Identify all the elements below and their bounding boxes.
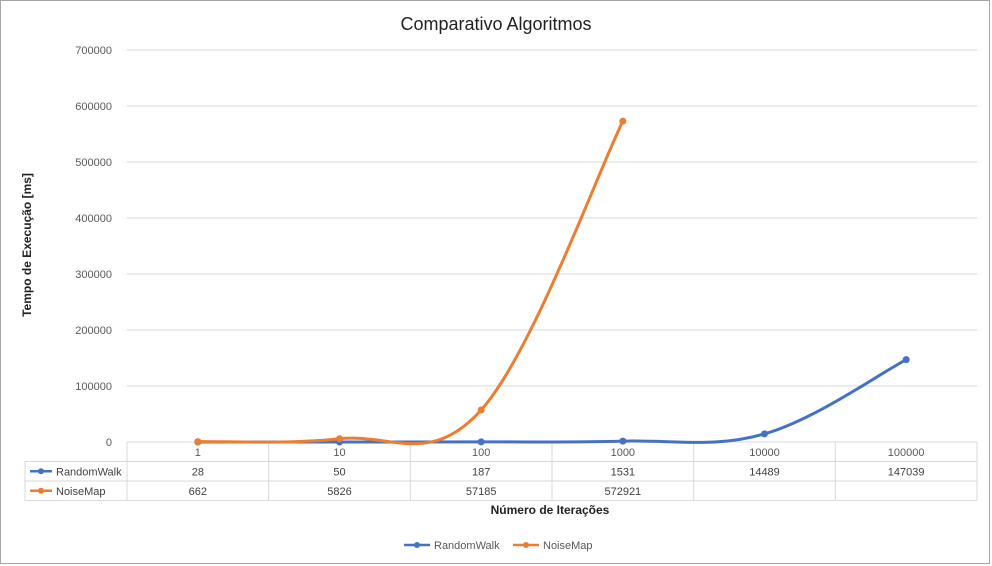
y-tick-label: 400000	[75, 213, 112, 225]
y-axis-ticks: 0 100000 200000 300000 400000 500000 600000 700…	[75, 45, 112, 449]
x-category-label: 10	[333, 447, 345, 459]
data-point-noisemap	[194, 438, 202, 446]
chart-title: Comparativo Algoritmos	[400, 14, 591, 34]
data-point-randomwalk	[477, 438, 485, 446]
data-point-noisemap	[619, 117, 627, 125]
y-tick-label: 200000	[75, 325, 112, 337]
data-point-noisemap	[336, 435, 343, 443]
table-cell: 572921	[604, 486, 641, 498]
table-series-name: RandomWalk	[56, 466, 122, 478]
data-point-randomwalk	[761, 430, 768, 438]
data-point-noisemap	[477, 406, 485, 414]
x-category-label: 100	[472, 447, 490, 459]
table-cell: 57185	[466, 486, 497, 498]
y-tick-label: 700000	[75, 45, 112, 57]
legend: RandomWalk NoiseMap	[404, 540, 593, 552]
legend-key-marker	[523, 542, 529, 548]
grid	[127, 49, 977, 443]
series-line-noisemap	[197, 120, 625, 446]
data-point-randomwalk	[902, 356, 910, 364]
legend-label: NoiseMap	[543, 540, 593, 552]
y-tick-label: 100000	[75, 381, 112, 393]
legend-label: RandomWalk	[434, 540, 500, 552]
table-series-name: NoiseMap	[56, 486, 106, 498]
x-category-label: 1	[195, 447, 201, 459]
y-tick-label: 0	[106, 437, 112, 449]
table-cell: 187	[472, 466, 490, 478]
table-cell: 5826	[327, 486, 351, 498]
table-cell: 28	[192, 466, 204, 478]
data-table: 1 10 100 1000 10000 100000 RandomWalk 28 50 187 15…	[24, 441, 978, 501]
y-tick-label: 300000	[75, 269, 112, 281]
table-cell: 1531	[611, 466, 635, 478]
table-cell: 50	[333, 466, 345, 478]
x-category-label: 10000	[749, 447, 780, 459]
legend-key-marker	[414, 542, 420, 548]
table-cell: 662	[189, 486, 207, 498]
table-legend-key-marker	[38, 487, 44, 494]
y-tick-label: 600000	[75, 101, 112, 113]
y-axis-title: Tempo de Execução [ms]	[20, 173, 34, 317]
x-axis-title: Número de Iterações	[491, 503, 610, 517]
series-lines	[194, 117, 910, 446]
x-category-label: 100000	[888, 447, 925, 459]
table-cell: 14489	[749, 466, 780, 478]
series-line-randomwalk	[197, 358, 907, 444]
y-tick-label: 500000	[75, 157, 112, 169]
x-category-label: 1000	[611, 447, 635, 459]
table-cell: 147039	[888, 466, 925, 478]
table-legend-key-marker	[38, 468, 44, 475]
data-point-randomwalk	[619, 437, 627, 445]
